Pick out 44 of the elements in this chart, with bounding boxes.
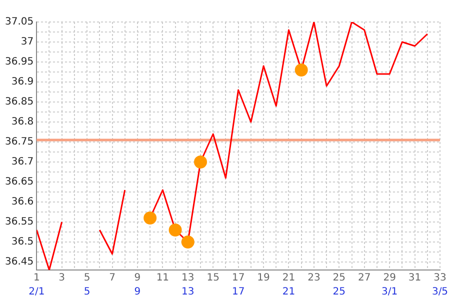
x2-tick-label: 5 (84, 286, 90, 298)
point (294, 64, 308, 76)
y-tick-label: 36.55 (4, 216, 34, 228)
x2-tick-label: 2/1 (28, 286, 45, 298)
y-tick-label: 36.65 (4, 176, 34, 188)
x-tick-label: 29 (383, 272, 396, 284)
y-tick-label: 36.6 (11, 196, 34, 208)
x-tick-label: 1 (33, 272, 40, 284)
point (194, 156, 207, 168)
x-tick-label: 25 (332, 272, 346, 284)
x2-tick-label: 25 (332, 286, 346, 298)
x-tick-label: 17 (232, 272, 245, 284)
x-tick-label: 15 (206, 272, 220, 284)
x-tick-label: 23 (308, 272, 320, 284)
x-tick-label: 13 (182, 272, 194, 284)
y-tick-label: 37.05 (4, 16, 34, 28)
x-tick-label: 31 (408, 272, 422, 284)
y-tick-label: 36.95 (4, 56, 34, 68)
x2-tick-label: 9 (134, 286, 141, 298)
x2-tick-label: 3/1 (382, 286, 398, 298)
x2-tick-label: 3/5 (432, 286, 448, 298)
x-tick-label: 5 (84, 272, 90, 284)
point (181, 236, 194, 248)
y-tick-label: 36.85 (4, 96, 34, 108)
y-tick-label: 36.9 (11, 76, 34, 88)
x-tick-label: 3 (58, 272, 66, 284)
x-tick-label: 33 (434, 272, 446, 284)
x-tick-label: 7 (109, 272, 116, 284)
y-tick-label: 36.75 (4, 136, 34, 148)
x-tick-label: 27 (358, 272, 371, 284)
y-tick-label: 36.45 (4, 256, 34, 268)
y-tick-label: 36.7 (11, 156, 34, 168)
y-tick-label: 36.5 (11, 236, 34, 248)
y-tick-label: 36.8 (11, 116, 34, 128)
x2-tick-label: 13 (182, 286, 194, 298)
x-tick-label: 19 (257, 272, 270, 284)
x-tick-label: 9 (134, 272, 141, 284)
point (144, 212, 157, 224)
x2-tick-label: 21 (282, 286, 296, 298)
x-tick-label: 21 (282, 272, 296, 284)
x2-tick-label: 17 (232, 286, 245, 298)
x-tick-label: 11 (156, 272, 170, 284)
y-tick-label: 37 (20, 36, 34, 48)
point (168, 224, 182, 236)
